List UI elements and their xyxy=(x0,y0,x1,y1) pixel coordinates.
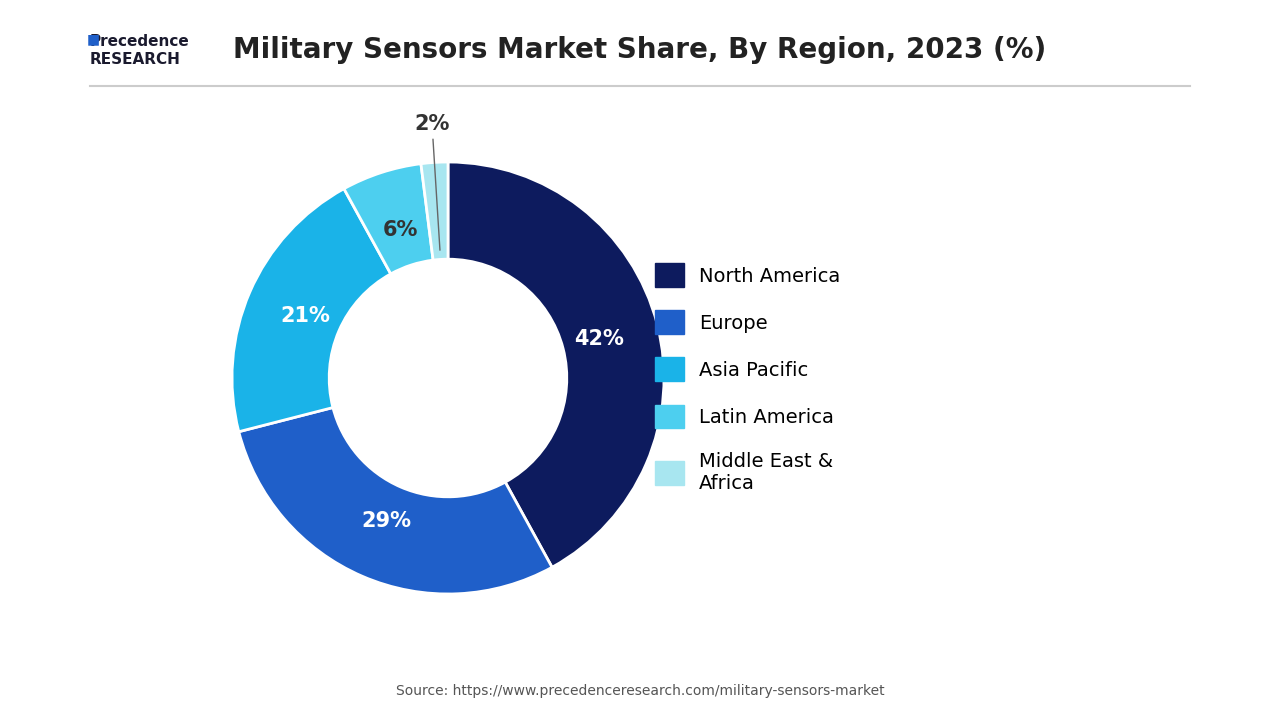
Legend: North America, Europe, Asia Pacific, Latin America, Middle East &
Africa: North America, Europe, Asia Pacific, Lat… xyxy=(646,256,849,500)
Text: 29%: 29% xyxy=(361,510,411,531)
Text: Precedence
RESEARCH: Precedence RESEARCH xyxy=(90,34,189,67)
Text: Source: https://www.precedenceresearch.com/military-sensors-market: Source: https://www.precedenceresearch.c… xyxy=(396,684,884,698)
Text: ■: ■ xyxy=(87,32,100,47)
Text: 2%: 2% xyxy=(415,114,449,250)
Text: 42%: 42% xyxy=(573,329,623,349)
Wedge shape xyxy=(421,162,448,260)
Text: 21%: 21% xyxy=(280,306,330,326)
Text: Military Sensors Market Share, By Region, 2023 (%): Military Sensors Market Share, By Region… xyxy=(233,37,1047,64)
Wedge shape xyxy=(232,189,390,432)
Wedge shape xyxy=(448,162,664,567)
Text: 6%: 6% xyxy=(383,220,417,240)
Wedge shape xyxy=(239,408,552,594)
Wedge shape xyxy=(344,163,433,274)
